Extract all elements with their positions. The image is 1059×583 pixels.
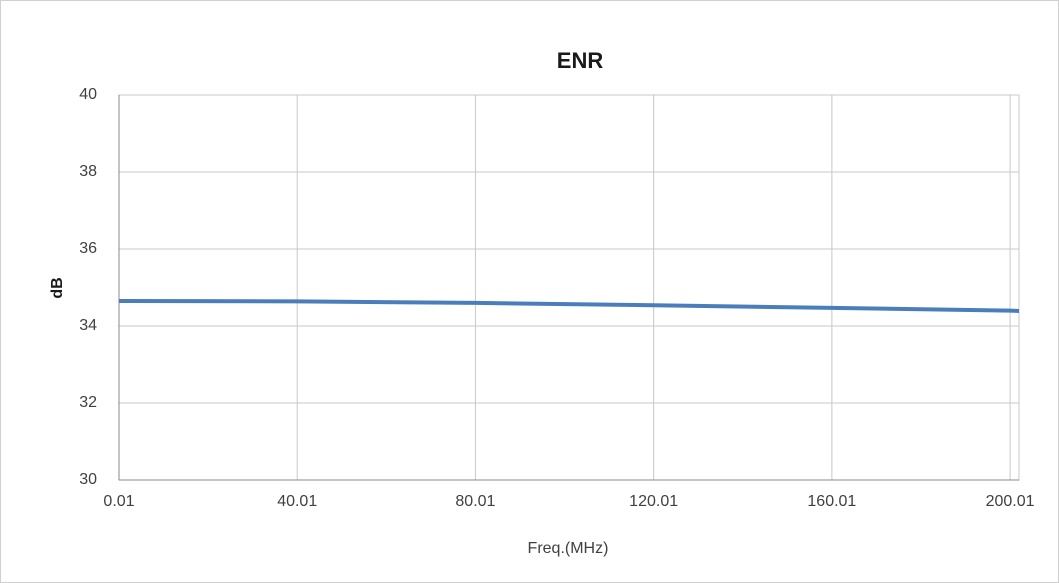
x-tick-label: 80.01 (455, 493, 495, 510)
y-tick-label: 40 (79, 86, 97, 103)
y-tick-label: 30 (79, 471, 97, 488)
x-tick-label: 160.01 (807, 493, 856, 510)
y-tick-label: 38 (79, 163, 97, 180)
y-axis-label: dB (49, 277, 66, 298)
data-line (118, 298, 1020, 313)
x-tick-label: 120.01 (629, 493, 678, 510)
x-tick-label: 40.01 (277, 493, 317, 510)
chart-title: ENR (557, 48, 604, 73)
x-tick-label: 200.01 (986, 493, 1035, 510)
y-tick-label: 36 (79, 240, 97, 257)
y-tick-label: 32 (79, 394, 97, 411)
x-axis-label: Freq.(MHz) (528, 540, 609, 557)
x-tick-label: 0.01 (103, 493, 134, 510)
y-tick-label: 34 (79, 317, 97, 334)
